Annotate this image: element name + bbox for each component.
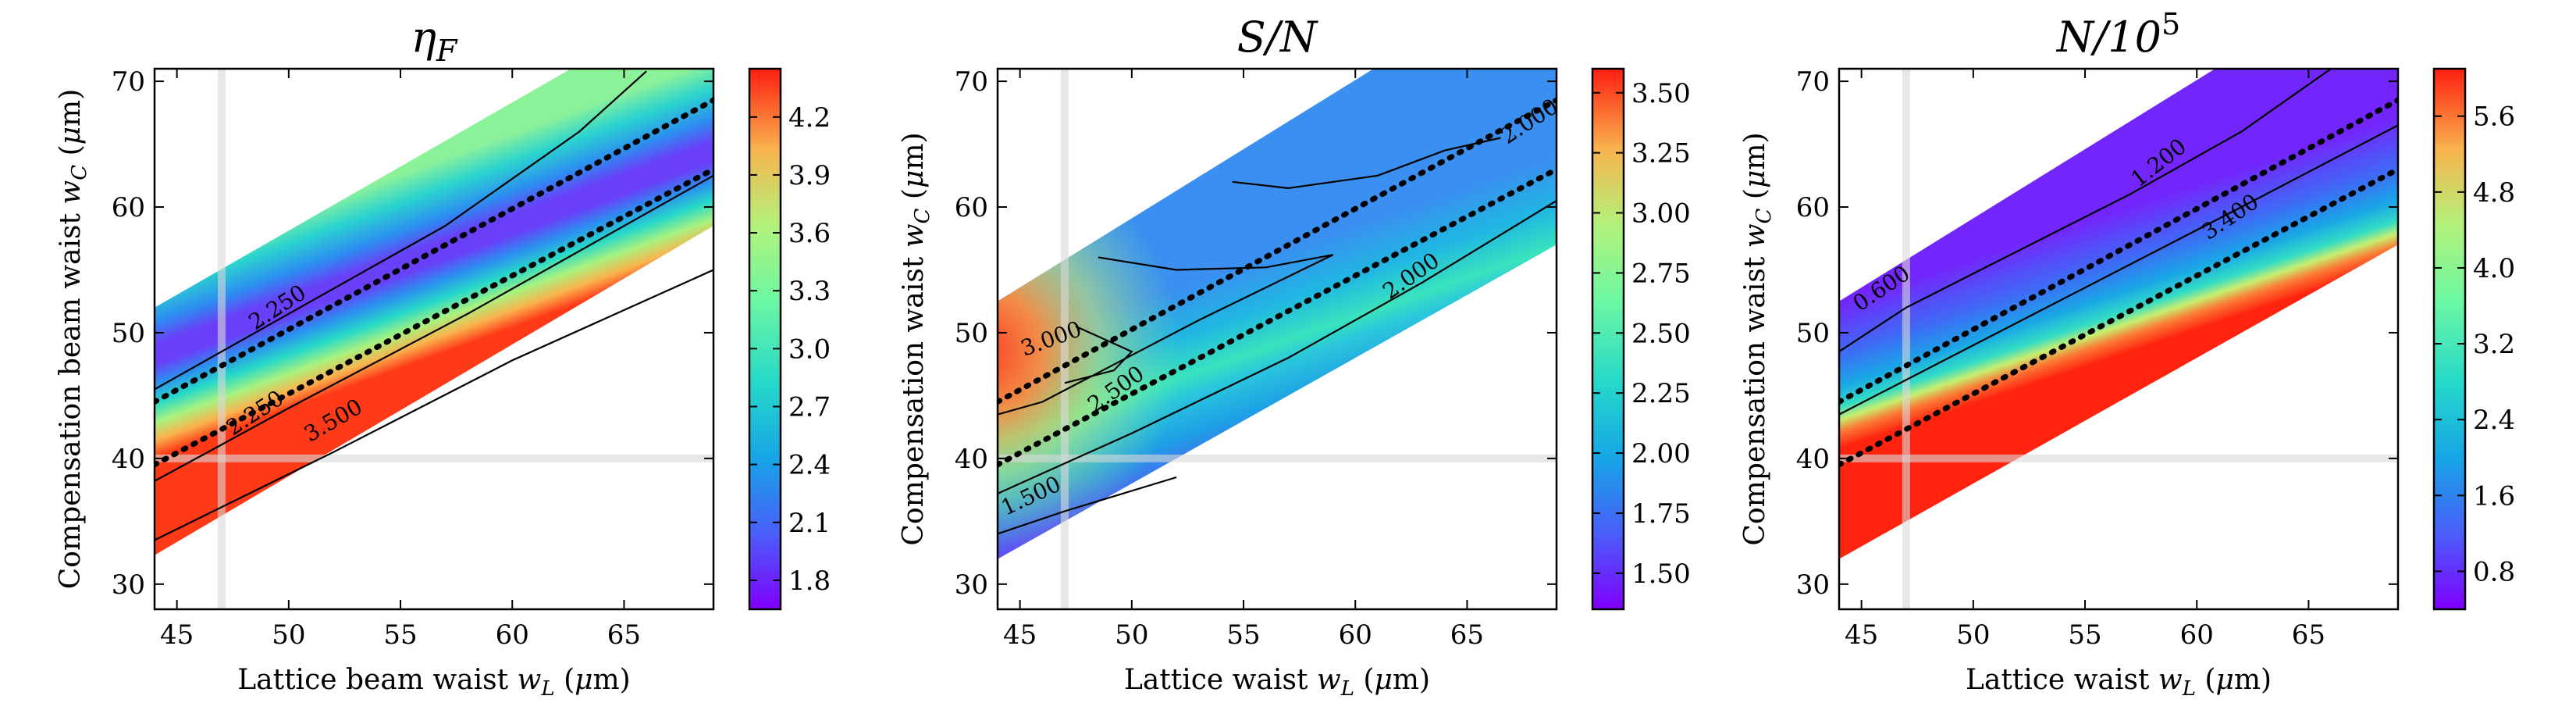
contour-line-3 <box>1232 137 1501 190</box>
x-tick-label: 50 <box>1115 619 1148 651</box>
contour-line-3 <box>155 269 713 541</box>
x-tick-label: 55 <box>2068 619 2101 651</box>
x-tick-label: 45 <box>160 619 194 651</box>
y-tick-label: 50 <box>955 318 988 349</box>
x-tick-label: 65 <box>2292 619 2325 651</box>
colorbar-tick-label: 1.6 <box>2473 480 2515 512</box>
x-axis-label: Lattice waist wL (μm) <box>1966 664 2272 701</box>
colorbar-tick-label: 3.2 <box>2473 329 2515 360</box>
chart-title: N/105 <box>2055 7 2180 62</box>
x-tick-label: 45 <box>1845 619 1878 651</box>
x-tick-label: 55 <box>1226 619 1260 651</box>
colorbar-tick-label: 3.25 <box>1631 138 1691 170</box>
colorbar <box>1591 67 1625 611</box>
y-tick-label: 40 <box>112 444 145 475</box>
colorbar <box>748 67 782 611</box>
colorbar-tick-label: 5.6 <box>2473 102 2515 133</box>
colorbar-tick-label: 0.8 <box>2473 556 2515 587</box>
y-axis-label: Compensation beam waist wC (μm) <box>55 89 91 590</box>
colorbar <box>2432 67 2467 611</box>
heatmap-field <box>155 69 713 555</box>
colorbar-tick-label: 3.3 <box>788 276 831 307</box>
x-axis-label: Lattice waist wL (μm) <box>1124 664 1430 701</box>
x-axis-label: Lattice beam waist wL (μm) <box>237 664 630 701</box>
colorbar-tick-label: 3.00 <box>1631 198 1691 230</box>
x-tick-label: 50 <box>272 619 305 651</box>
y-tick-label: 70 <box>112 66 145 98</box>
colorbar-tick-label: 2.7 <box>788 392 831 423</box>
y-tick-label: 50 <box>112 318 145 349</box>
colorbar-tick-label: 2.75 <box>1631 258 1691 289</box>
x-tick-label: 65 <box>1450 619 1484 651</box>
y-tick-label: 30 <box>1796 569 1830 601</box>
colorbar-tick-label: 2.50 <box>1631 318 1691 349</box>
colorbar-tick-label: 3.9 <box>788 160 831 191</box>
chart-title: S/N <box>1237 12 1318 62</box>
colorbar-tick-label: 2.00 <box>1631 438 1691 469</box>
dotted-line-2 <box>998 166 1557 468</box>
axes-frame <box>1838 67 2400 611</box>
colorbar-tick-label: 4.0 <box>2473 253 2515 284</box>
colorbar-tick-label: 1.8 <box>788 566 831 597</box>
colorbar-tick-label: 4.2 <box>788 102 831 134</box>
x-tick-label: 65 <box>607 619 641 651</box>
colorbar-tick-label: 2.4 <box>788 450 831 481</box>
dotted-line-1 <box>155 97 713 405</box>
colorbar-tick-label: 4.8 <box>2473 177 2515 209</box>
x-tick-label: 60 <box>1339 619 1372 651</box>
y-axis-label: Compensation waist wC (μm) <box>1739 132 1776 545</box>
y-tick-label: 70 <box>955 66 988 98</box>
y-tick-label: 30 <box>112 569 145 601</box>
dotted-line-2 <box>1839 166 2398 468</box>
colorbar-tick-label: 3.6 <box>788 218 831 249</box>
heatmap-field <box>1839 69 2398 559</box>
y-axis-label: Compensation waist wC (μm) <box>898 132 934 545</box>
y-tick-label: 60 <box>1796 192 1830 223</box>
x-tick-label: 45 <box>1003 619 1037 651</box>
dotted-line-1 <box>998 97 1557 405</box>
contour-line-4 <box>998 200 1557 494</box>
y-tick-label: 50 <box>1796 318 1830 349</box>
contour-line-2 <box>1839 124 2398 416</box>
contour-line-5 <box>998 476 1177 535</box>
y-tick-label: 60 <box>112 192 145 223</box>
contour-line-2 <box>155 174 713 482</box>
colorbar-tick-label: 2.4 <box>2473 405 2515 436</box>
dotted-line-2 <box>155 166 713 468</box>
x-tick-label: 50 <box>1956 619 1990 651</box>
axes-frame <box>996 67 1558 611</box>
x-tick-label: 60 <box>496 619 529 651</box>
chart-title: ηF <box>411 12 458 68</box>
y-tick-label: 40 <box>955 444 988 475</box>
colorbar-tick-label: 2.25 <box>1631 378 1691 409</box>
colorbar-tick-label: 2.1 <box>788 508 831 539</box>
contour-line-1 <box>155 70 647 391</box>
colorbar-tick-label: 1.50 <box>1631 558 1691 590</box>
axes-frame <box>153 67 715 611</box>
x-tick-label: 55 <box>383 619 417 651</box>
colorbar-tick-label: 3.0 <box>788 334 831 365</box>
dotted-line-1 <box>1839 97 2398 405</box>
contour-line-1 <box>1839 69 2332 353</box>
colorbar-tick-label: 1.75 <box>1631 498 1691 530</box>
y-tick-label: 30 <box>955 569 988 601</box>
x-tick-label: 60 <box>2180 619 2214 651</box>
heatmap-hot-region <box>998 69 1557 559</box>
y-tick-label: 70 <box>1796 66 1830 98</box>
contour-line-2 <box>998 254 1334 416</box>
colorbar-tick-label: 3.50 <box>1631 78 1691 109</box>
y-tick-label: 60 <box>955 192 988 223</box>
y-tick-label: 40 <box>1796 444 1830 475</box>
